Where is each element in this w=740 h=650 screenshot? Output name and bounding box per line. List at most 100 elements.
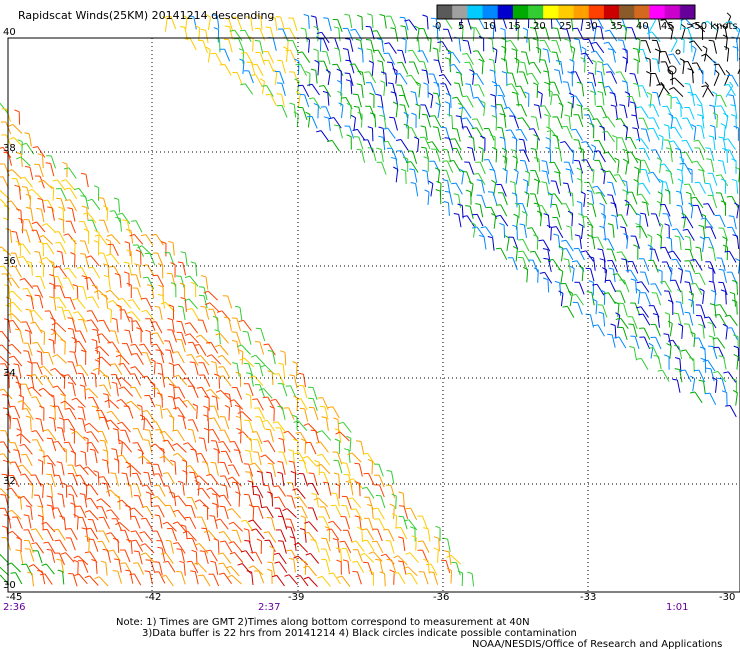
wind-barb-flag bbox=[87, 396, 93, 399]
wind-barb bbox=[617, 315, 621, 329]
wind-barb bbox=[556, 52, 561, 66]
wind-barb-flag bbox=[697, 169, 704, 172]
wind-barb-flag bbox=[234, 491, 240, 495]
wind-barb-flag bbox=[52, 179, 58, 182]
colorbar-swatch bbox=[679, 5, 696, 19]
wind-barb bbox=[370, 82, 377, 95]
wind-barb-flag bbox=[67, 327, 73, 330]
wind-barb bbox=[148, 440, 153, 454]
wind-barb bbox=[476, 214, 484, 227]
wind-barb bbox=[355, 540, 365, 552]
wind-barb-flag bbox=[170, 282, 176, 285]
wind-barb-flag bbox=[300, 438, 306, 442]
wind-barb bbox=[282, 452, 288, 465]
wind-barb-flag bbox=[361, 486, 368, 489]
wind-barb-flag bbox=[105, 532, 111, 535]
wind-barb-flag bbox=[702, 45, 708, 50]
wind-barb bbox=[591, 191, 595, 205]
wind-barb-flag bbox=[297, 51, 303, 54]
wind-barb-flag bbox=[209, 515, 215, 517]
wind-barb-flag bbox=[173, 407, 179, 410]
wind-barb-flag bbox=[214, 329, 220, 332]
wind-barb bbox=[537, 269, 539, 283]
wind-barb bbox=[167, 472, 175, 485]
wind-barb-flag bbox=[17, 243, 23, 246]
wind-barb-flag bbox=[390, 91, 396, 94]
wind-barb-flag bbox=[169, 491, 175, 494]
wind-barb-flag bbox=[7, 290, 13, 294]
wind-barb bbox=[141, 245, 152, 256]
wind-barb-flag bbox=[11, 230, 17, 233]
wind-barb-flag bbox=[344, 72, 350, 74]
wind-barb bbox=[214, 406, 220, 419]
wind-barb bbox=[566, 248, 574, 261]
wind-barb-flag bbox=[142, 264, 148, 267]
wind-barb bbox=[6, 537, 11, 551]
wind-barb bbox=[293, 462, 297, 475]
wind-barb-flag bbox=[675, 148, 681, 150]
wind-barb bbox=[466, 126, 473, 139]
wind-barb bbox=[401, 50, 407, 64]
wind-barb bbox=[168, 340, 174, 354]
wind-barb-flag bbox=[173, 374, 179, 378]
wind-barb-flag bbox=[234, 404, 240, 408]
wind-barb bbox=[61, 428, 66, 442]
wind-barb-flag bbox=[114, 273, 120, 276]
wind-barb bbox=[617, 160, 620, 174]
wind-barb bbox=[305, 29, 308, 43]
wind-barb-flag bbox=[564, 38, 570, 41]
wind-barb bbox=[596, 118, 605, 131]
wind-barb bbox=[338, 49, 342, 63]
wind-barb bbox=[592, 169, 595, 184]
wind-barb bbox=[689, 260, 696, 273]
wind-barb-flag bbox=[6, 562, 12, 566]
wind-barb bbox=[390, 540, 395, 554]
wind-barb bbox=[736, 205, 740, 219]
wind-barb bbox=[272, 37, 277, 51]
wind-barb bbox=[444, 83, 451, 97]
wind-barb-flag bbox=[83, 228, 89, 232]
wind-barb bbox=[725, 326, 728, 340]
wind-barb bbox=[458, 38, 462, 52]
wind-barb-flag bbox=[371, 540, 377, 543]
wind-barb-flag bbox=[570, 95, 576, 98]
wind-barb bbox=[58, 552, 65, 566]
wind-barb-flag bbox=[665, 147, 671, 150]
wind-barb-flag bbox=[522, 27, 528, 31]
wind-barb-flag bbox=[585, 267, 591, 270]
wind-barb bbox=[669, 345, 672, 359]
wind-barb-flag bbox=[124, 329, 130, 332]
wind-barb bbox=[261, 81, 265, 95]
wind-barb-flag bbox=[19, 278, 25, 281]
wind-barb bbox=[258, 407, 266, 420]
wind-barb bbox=[447, 180, 451, 194]
wind-barb bbox=[515, 158, 518, 172]
wind-barb-flag bbox=[598, 311, 604, 314]
wind-barb bbox=[103, 476, 111, 489]
wind-barb bbox=[236, 530, 242, 543]
wind-barb bbox=[215, 52, 223, 65]
wind-barb-flag bbox=[580, 250, 587, 253]
wind-barb bbox=[433, 160, 441, 174]
wind-barb bbox=[50, 163, 55, 177]
wind-barb bbox=[701, 125, 705, 139]
wind-barb-flag bbox=[228, 521, 234, 525]
wind-barb-flag bbox=[137, 245, 143, 249]
wind-barb-flag bbox=[532, 82, 538, 86]
wind-barb bbox=[267, 396, 275, 409]
wind-barb bbox=[504, 40, 507, 54]
wind-barb-layer bbox=[0, 12, 740, 587]
wind-barb bbox=[23, 443, 33, 455]
wind-barb-flag bbox=[76, 267, 82, 269]
wind-barb-flag bbox=[622, 124, 628, 128]
wind-barb bbox=[607, 238, 615, 251]
wind-barb-flag bbox=[73, 559, 79, 563]
wind-barb-flag bbox=[37, 459, 43, 463]
wind-barb bbox=[731, 271, 738, 285]
wind-barb-flag bbox=[69, 428, 75, 432]
wind-barb-flag bbox=[379, 114, 385, 117]
wind-barb-flag bbox=[157, 546, 163, 549]
wind-barb-flag bbox=[621, 179, 627, 183]
speed-colorbar bbox=[436, 4, 696, 20]
wind-barb-flag bbox=[126, 311, 132, 314]
